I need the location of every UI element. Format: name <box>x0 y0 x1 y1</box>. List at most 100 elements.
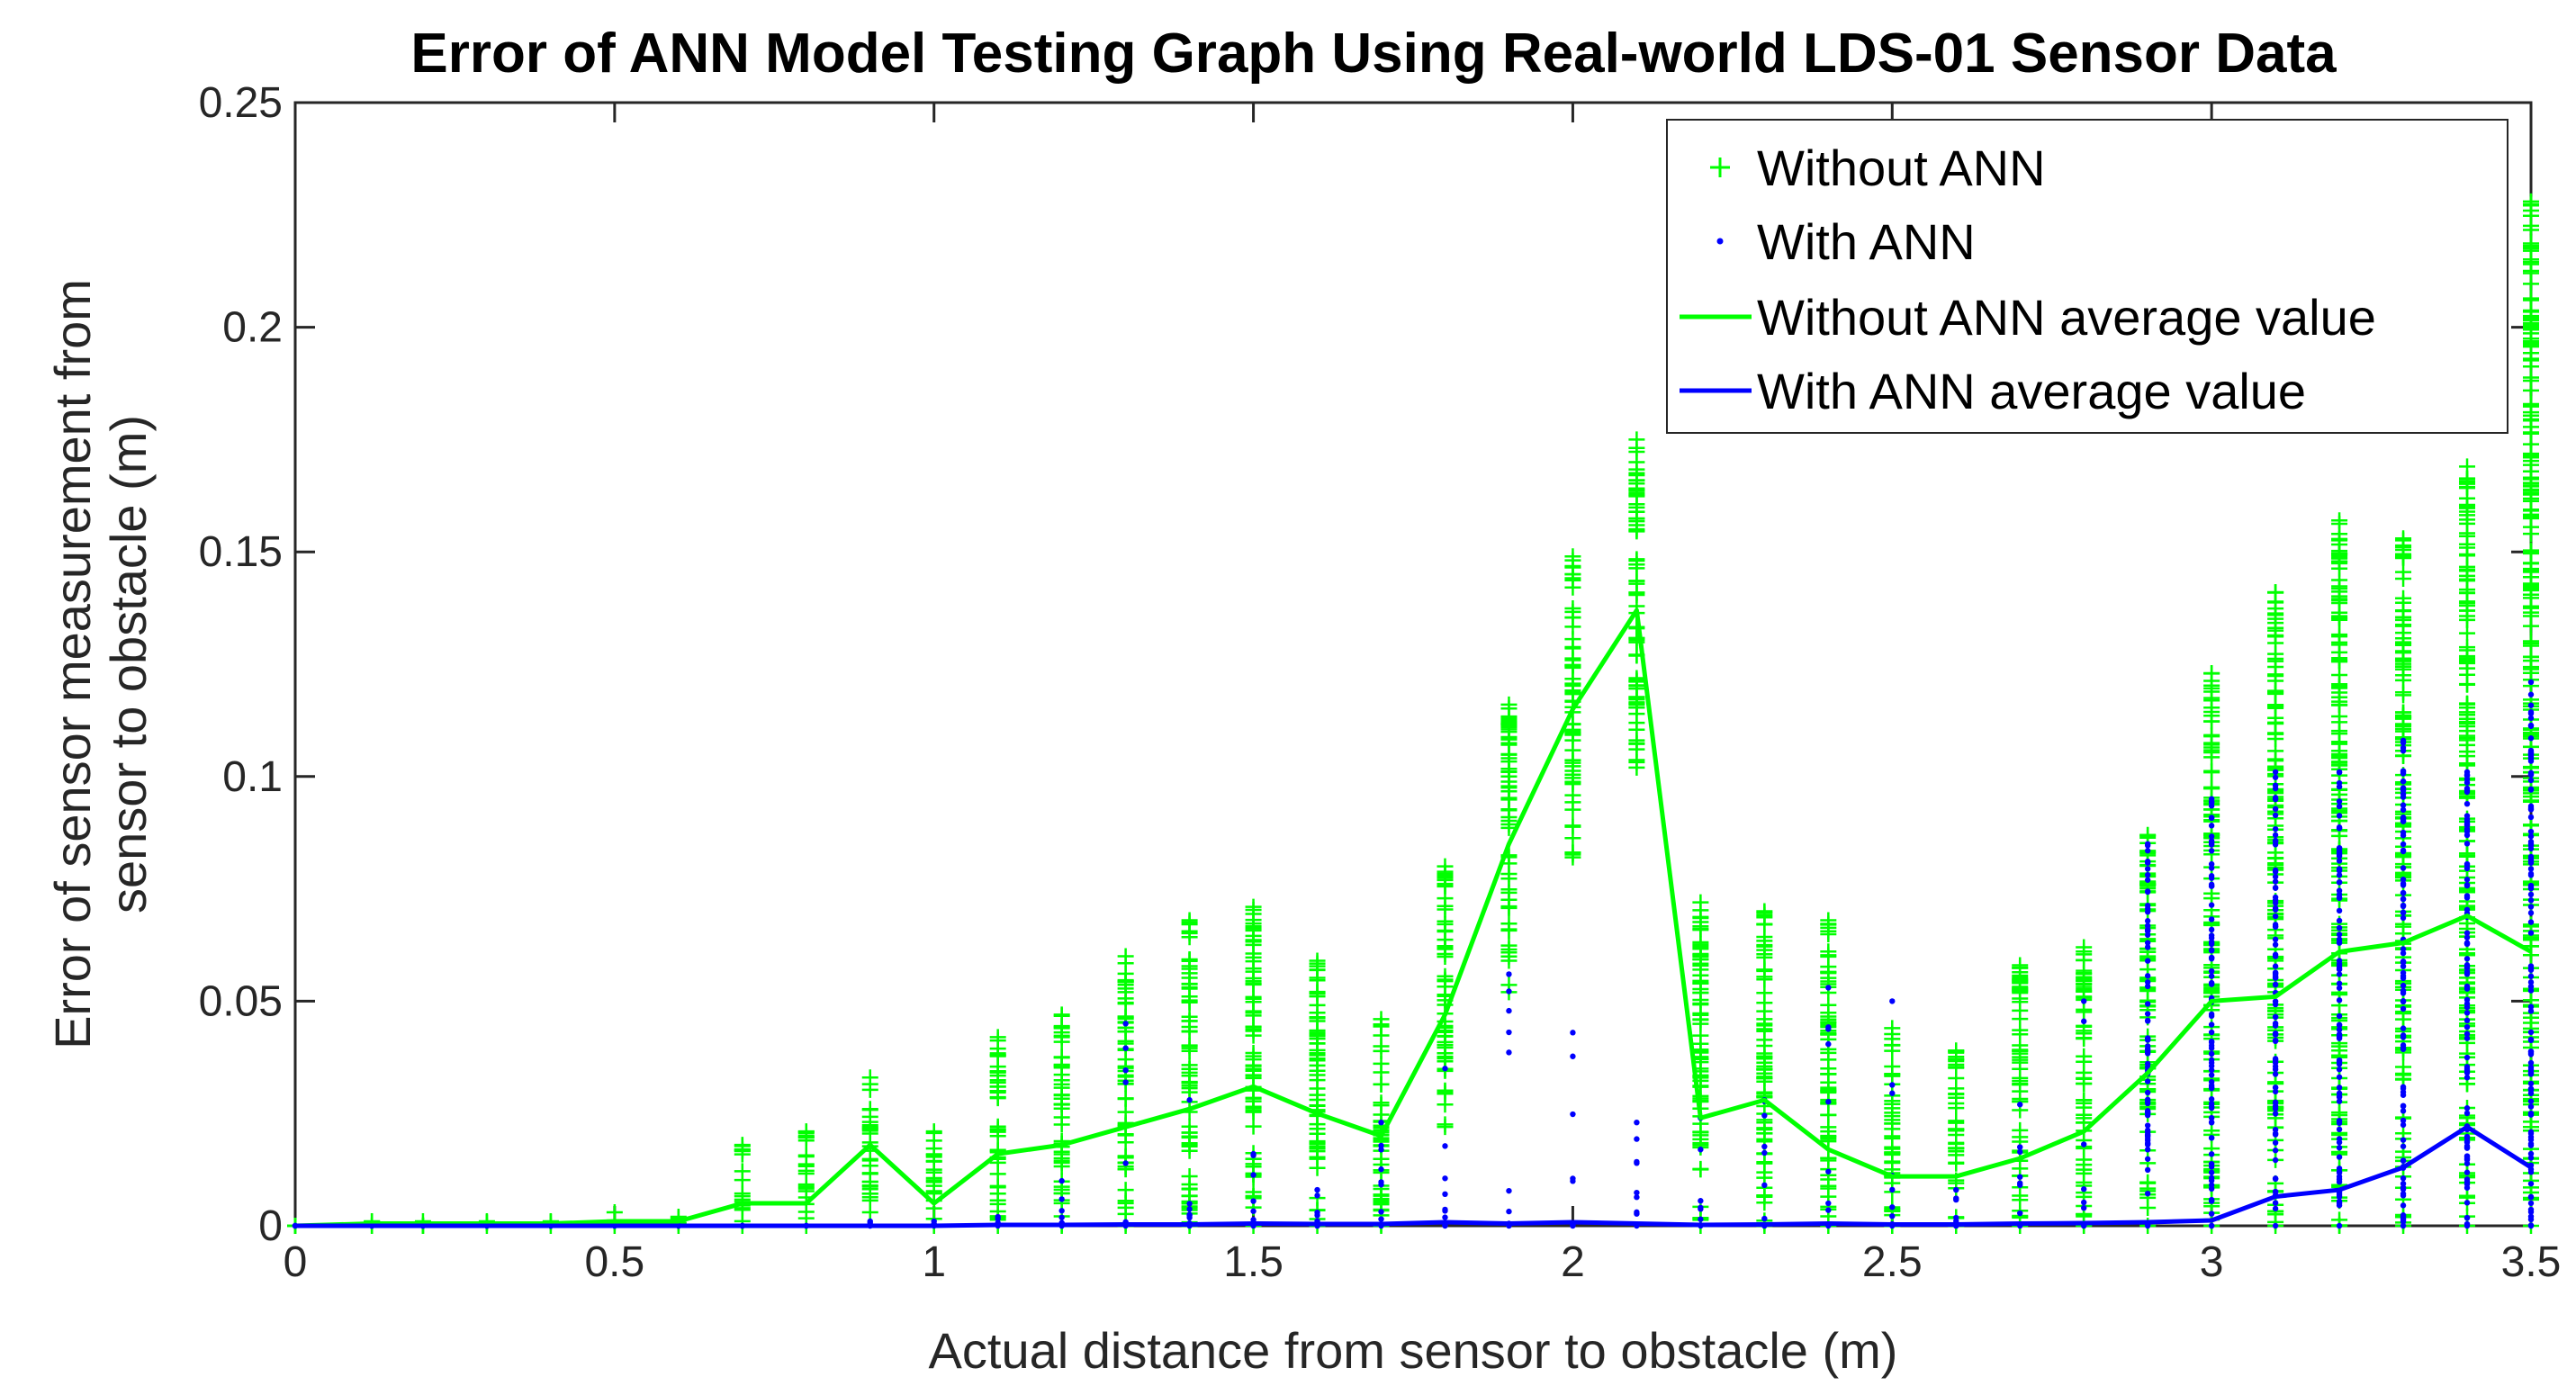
point-with-ann <box>1761 1149 1768 1156</box>
point-without-ann <box>1181 976 1198 993</box>
point-without-ann <box>1820 948 1837 965</box>
point-with-ann <box>2208 948 2215 954</box>
point-with-ann <box>2144 983 2151 990</box>
point-without-ann <box>1564 572 1581 589</box>
point-with-ann <box>2144 1011 2151 1017</box>
point-with-ann <box>2527 1090 2535 1097</box>
point-with-ann <box>2527 987 2535 994</box>
point-without-ann <box>2012 983 2029 1000</box>
point-with-ann <box>2208 1011 2215 1018</box>
point-without-ann <box>1245 1048 1262 1065</box>
point-with-ann <box>2463 1030 2471 1037</box>
point-without-ann <box>2395 616 2412 634</box>
point-without-ann <box>1500 746 1518 763</box>
point-with-ann <box>2272 1088 2279 1095</box>
point-without-ann <box>1181 914 1198 931</box>
point-without-ann <box>2331 549 2348 566</box>
point-without-ann <box>1053 1154 1070 1171</box>
point-with-ann <box>2527 1150 2535 1157</box>
point-with-ann <box>1889 998 1896 1004</box>
point-without-ann <box>1820 963 1837 980</box>
point-with-ann <box>1953 1186 1959 1193</box>
point-with-ann <box>2208 1029 2215 1036</box>
x-tick-label: 3.5 <box>2501 1238 2562 1286</box>
point-with-ann <box>2527 1080 2535 1087</box>
point-without-ann <box>2331 611 2348 628</box>
x-tick-label: 1.5 <box>1223 1238 1283 1286</box>
point-with-ann <box>2527 842 2535 849</box>
point-with-ann <box>2144 866 2151 872</box>
point-with-ann <box>2272 769 2279 776</box>
point-with-ann <box>2527 930 2535 936</box>
point-with-ann <box>2336 1058 2343 1066</box>
point-with-ann <box>2144 877 2151 883</box>
point-without-ann <box>1437 878 1454 895</box>
point-with-ann <box>1250 1152 1256 1158</box>
point-without-ann <box>1564 794 1581 811</box>
point-with-ann <box>2400 987 2407 994</box>
point-with-ann <box>2336 895 2343 902</box>
point-without-ann <box>2331 588 2348 605</box>
x-tick-label: 2 <box>1561 1238 1585 1286</box>
point-without-ann <box>1628 439 1645 456</box>
point-without-ann <box>1117 1199 1134 1216</box>
point-with-ann <box>1761 1182 1768 1189</box>
point-with-ann <box>2527 702 2535 708</box>
legend-box <box>1666 119 2508 434</box>
point-with-ann <box>1889 1204 1896 1210</box>
point-with-ann <box>2336 783 2343 790</box>
point-with-ann <box>2208 875 2215 881</box>
point-without-ann <box>2395 547 2412 564</box>
point-with-ann <box>2463 825 2471 832</box>
point-without-ann <box>1500 937 1518 954</box>
point-with-ann <box>2144 1166 2151 1174</box>
point-with-ann <box>2527 966 2535 972</box>
point-without-ann <box>1884 1066 1901 1083</box>
point-with-ann <box>2081 1141 2087 1148</box>
point-without-ann <box>1628 572 1645 590</box>
point-without-ann <box>1437 897 1454 914</box>
point-with-ann <box>1825 1040 1832 1048</box>
point-without-ann <box>1053 1029 1070 1046</box>
legend-label-without-ann-average: Without ANN average value <box>1757 289 2376 346</box>
point-with-ann <box>1570 1111 1576 1118</box>
point-without-ann <box>1437 972 1454 989</box>
point-without-ann <box>1820 1083 1837 1100</box>
point-with-ann <box>2400 1186 2407 1192</box>
point-without-ann <box>1564 844 1581 861</box>
point-with-ann <box>2400 786 2407 793</box>
point-without-ann <box>2331 653 2348 670</box>
point-with-ann <box>2463 962 2471 969</box>
point-with-ann <box>2400 1215 2407 1221</box>
point-with-ann <box>2463 1215 2471 1221</box>
point-with-ann <box>2463 1200 2471 1206</box>
point-with-ann <box>2208 939 2215 945</box>
point-with-ann <box>2463 940 2471 946</box>
point-with-ann <box>2463 1220 2471 1228</box>
point-with-ann <box>1506 971 1512 977</box>
point-with-ann <box>2527 828 2535 835</box>
point-with-ann <box>2272 825 2279 832</box>
point-without-ann <box>1884 1128 1901 1145</box>
point-with-ann <box>2208 954 2215 961</box>
point-without-ann <box>1948 1057 1965 1074</box>
point-without-ann <box>2012 1054 2029 1071</box>
point-with-ann <box>1698 1216 1704 1222</box>
point-without-ann <box>1181 951 1198 968</box>
point-with-ann <box>2400 865 2407 871</box>
point-with-ann <box>2336 940 2343 946</box>
point-with-ann <box>2081 1199 2087 1206</box>
point-with-ann <box>2400 1157 2407 1164</box>
point-with-ann <box>2527 1110 2535 1117</box>
point-with-ann <box>2208 932 2215 939</box>
point-with-ann <box>2272 1037 2279 1044</box>
point-with-ann <box>2144 871 2151 878</box>
point-with-ann <box>2144 1089 2151 1096</box>
point-without-ann <box>1053 1116 1070 1133</box>
point-with-ann <box>1442 1206 1448 1213</box>
point-with-ann <box>1634 1136 1640 1142</box>
point-with-ann <box>2336 878 2343 886</box>
point-with-ann <box>2400 1174 2407 1182</box>
point-without-ann <box>861 1101 878 1118</box>
point-with-ann <box>2400 998 2407 1004</box>
